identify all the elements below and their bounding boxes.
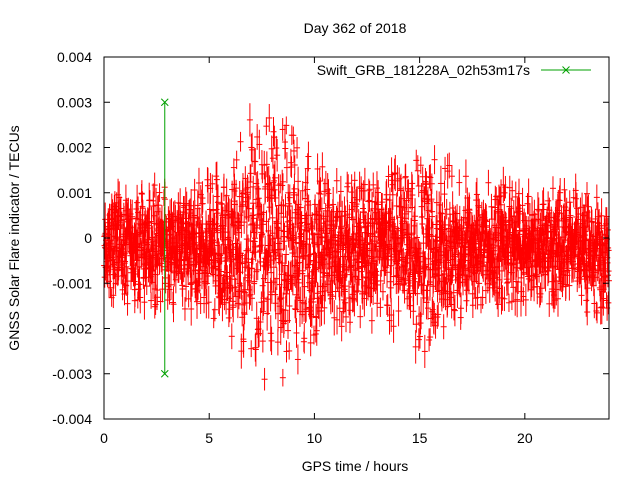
x-axis-label: GPS time / hours — [302, 458, 409, 474]
chart-title: Day 362 of 2018 — [304, 20, 407, 36]
y-axis-label: GNSS Solar Flare indicator / TECUs — [6, 125, 22, 350]
data-points — [101, 103, 612, 391]
